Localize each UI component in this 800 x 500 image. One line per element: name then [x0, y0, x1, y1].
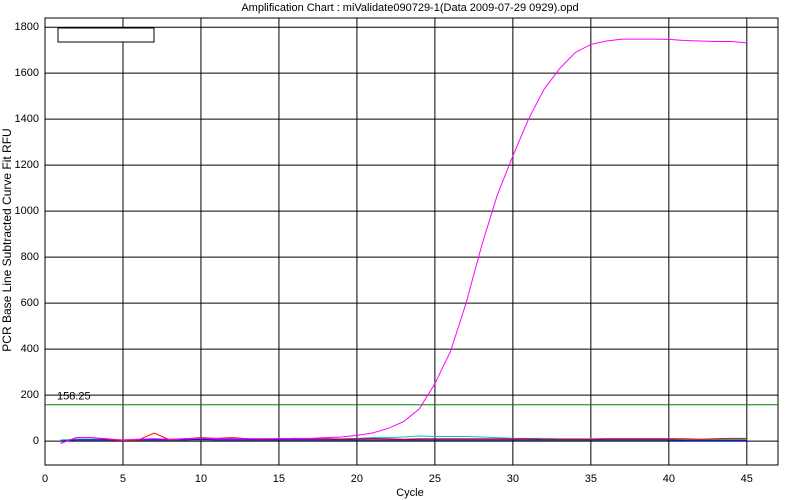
y-tick-label: 400	[21, 343, 39, 355]
x-tick-label: 20	[351, 473, 363, 485]
plot-area	[44, 17, 779, 466]
y-tick-label: 800	[21, 251, 39, 263]
x-tick-label: 10	[195, 473, 207, 485]
x-tick-label: 45	[741, 473, 753, 485]
y-tick-label: 1400	[15, 113, 39, 125]
x-axis-label: Cycle	[396, 487, 424, 499]
x-tick-label: 15	[273, 473, 285, 485]
y-tick-label: 1200	[15, 159, 39, 171]
y-tick-label: 600	[21, 297, 39, 309]
y-tick-label: 1600	[15, 67, 39, 79]
x-tick-label: 30	[507, 473, 519, 485]
y-tick-label: 200	[21, 389, 39, 401]
y-tick-label: 1800	[15, 21, 39, 33]
x-tick-label: 35	[585, 473, 597, 485]
threshold-label: 158.25	[57, 391, 91, 403]
chart-title: Amplification Chart : miValidate090729-1…	[241, 2, 578, 14]
legend-box	[57, 27, 155, 43]
y-tick-label: 0	[33, 435, 39, 447]
x-tick-label: 25	[429, 473, 441, 485]
data-line	[60, 38, 747, 444]
x-tick-label: 40	[663, 473, 675, 485]
x-tick-label: 5	[120, 473, 126, 485]
x-tick-label: 0	[42, 473, 48, 485]
y-tick-label: 1000	[15, 205, 39, 217]
y-axis-label: PCR Base Line Subtracted Curve Fit RFU	[0, 128, 14, 351]
